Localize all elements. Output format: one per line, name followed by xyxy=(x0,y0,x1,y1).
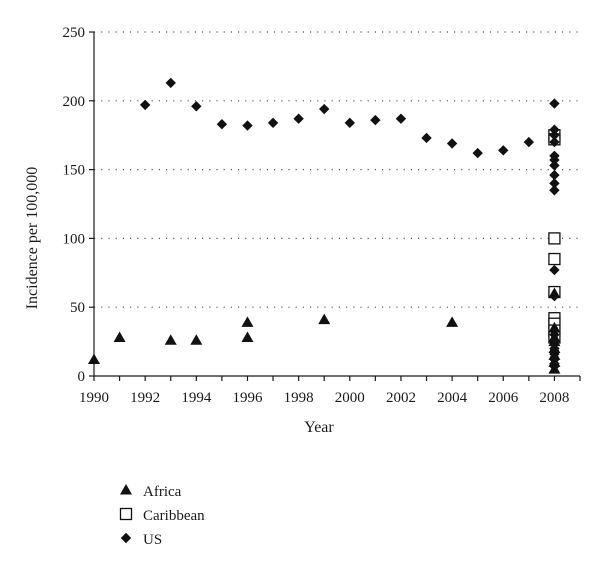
x-tick-label-1994: 1994 xyxy=(181,390,212,406)
y-tick-label-50: 50 xyxy=(70,300,85,316)
x-tick-label-2006: 2006 xyxy=(488,390,519,406)
us-point-15 xyxy=(523,136,535,148)
legend-marker-africa xyxy=(120,484,132,495)
us-point-21 xyxy=(549,154,560,166)
us-point-3 xyxy=(216,118,228,130)
legend-label-africa: Africa xyxy=(143,484,182,500)
us-point-2 xyxy=(191,101,202,112)
series-africa xyxy=(88,287,561,374)
gridlines xyxy=(94,31,580,308)
us-point-18 xyxy=(549,130,560,141)
africa-point-0 xyxy=(88,353,100,364)
x-tick-label-1996: 1996 xyxy=(232,390,263,406)
x-tick-label-1990: 1990 xyxy=(79,390,109,406)
us-point-17 xyxy=(549,124,560,135)
africa-point-2 xyxy=(164,334,177,345)
us-point-23 xyxy=(549,169,560,181)
legend-label-us: US xyxy=(143,532,162,548)
africa-point-1 xyxy=(113,331,126,342)
us-point-0 xyxy=(139,99,151,111)
y-axis-title: Incidence per 100,000 xyxy=(24,167,41,310)
legend-label-caribbean: Caribbean xyxy=(143,508,205,524)
x-tick-label-2000: 2000 xyxy=(335,390,365,406)
us-point-29 xyxy=(549,336,560,347)
us-point-13 xyxy=(472,147,483,159)
legend-marker-us xyxy=(120,532,132,544)
africa-point-3 xyxy=(190,334,203,345)
us-point-28 xyxy=(549,329,560,340)
us-point-24 xyxy=(549,178,560,189)
y-tick-label-100: 100 xyxy=(63,231,86,247)
caribbean-point-2 xyxy=(548,232,561,245)
us-point-14 xyxy=(498,145,509,156)
us-point-27 xyxy=(549,290,560,302)
legend-symbol-us xyxy=(120,532,132,544)
us-point-10 xyxy=(395,113,407,124)
tick-labels: 0 50 100 150 200 250 1990 1992 1994 1996 1998 2000 2… xyxy=(63,25,570,406)
data-points xyxy=(88,77,561,374)
x-tick-label-2002: 2002 xyxy=(386,390,416,406)
legend-symbol-africa xyxy=(120,484,132,495)
africa-point-4 xyxy=(241,316,254,327)
us-point-31 xyxy=(549,348,560,360)
us-point-5 xyxy=(267,117,279,129)
us-point-19 xyxy=(549,136,560,148)
x-tick-label-2004: 2004 xyxy=(437,390,468,406)
us-point-1 xyxy=(165,77,176,89)
us-point-34 xyxy=(549,361,560,372)
us-point-8 xyxy=(344,117,355,129)
y-tick-label-0: 0 xyxy=(78,369,86,385)
x-tick-label-1998: 1998 xyxy=(284,390,314,406)
us-point-11 xyxy=(421,132,432,144)
legend-marker-caribbean xyxy=(119,507,133,521)
caribbean-point-3 xyxy=(548,252,561,266)
africa-point-9 xyxy=(548,321,561,333)
y-tick-label-200: 200 xyxy=(63,94,86,110)
series-us xyxy=(139,77,560,372)
africa-point-7 xyxy=(446,316,459,327)
us-point-9 xyxy=(370,114,381,126)
legend-item-us: US xyxy=(120,532,162,548)
us-point-25 xyxy=(549,185,560,196)
legend-symbol-caribbean xyxy=(119,507,133,521)
legend-item-africa: Africa xyxy=(120,484,182,500)
us-point-12 xyxy=(446,138,458,149)
us-point-4 xyxy=(242,120,253,131)
africa-point-6 xyxy=(318,313,331,325)
africa-point-5 xyxy=(241,331,254,342)
axes xyxy=(89,31,581,381)
us-point-26 xyxy=(549,264,560,276)
x-axis-title: Year xyxy=(304,419,334,436)
us-point-22 xyxy=(549,160,560,171)
x-tick-label-1992: 1992 xyxy=(130,390,160,406)
us-point-7 xyxy=(319,103,330,115)
y-tick-label-150: 150 xyxy=(63,163,86,179)
x-tick-label-2008: 2008 xyxy=(539,390,569,406)
us-point-6 xyxy=(293,113,304,124)
legend: Africa Caribbean US xyxy=(119,484,205,548)
us-point-30 xyxy=(549,343,560,354)
legend-item-caribbean: Caribbean xyxy=(119,507,205,524)
us-point-16 xyxy=(549,98,560,109)
y-tick-label-250: 250 xyxy=(63,25,86,41)
